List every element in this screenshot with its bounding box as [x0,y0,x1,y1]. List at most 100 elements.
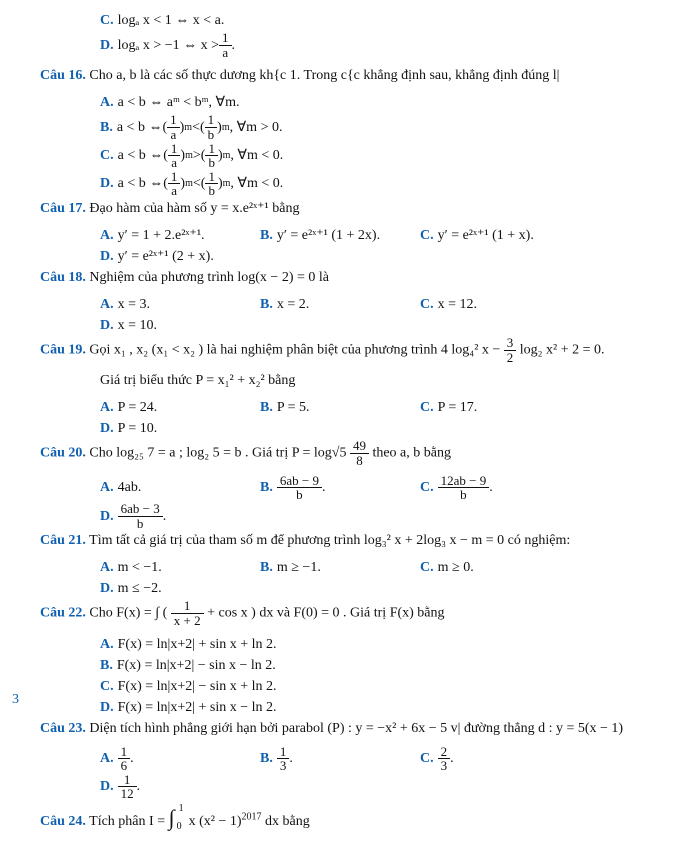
question-number: Câu 24. [40,814,86,829]
question-stem: Tìm tất cả giá trị của tham số m để phươ… [89,533,570,548]
q16-option-a: A. a < b ⇔ aᵐ < bᵐ, ∀m. [100,92,380,113]
stem-post: theo a, b bằng [372,446,451,461]
fraction: 1b [205,170,218,198]
q20-option-b: B. 6ab − 9b. [260,474,400,502]
question-stem: Đạo hàm của hàm số y = x.e²ˣ⁺¹ bằng [89,201,299,216]
q22-row2: C.F(x) = ln|x+2| − sin x + ln 2. D.F(x) … [100,676,680,718]
option-label: A. [100,92,114,113]
q17-options: A.y′ = 1 + 2.e²ˣ⁺¹. B.y′ = e²ˣ⁺¹ (1 + 2x… [100,225,680,267]
question-number: Câu 19. [40,342,86,357]
option-text: logₐ x > −1 ⇔ x > [118,35,219,56]
q19-options: A.P = 24. B.P = 5. C.P = 17. D.P = 10. [100,397,680,439]
q23-option-d: D. 112. [100,773,240,801]
question-number: Câu 18. [40,270,86,285]
q16-row2: C. a < b ⇔ (1a)m > (1b)m , ∀m < 0. D. a … [100,142,680,199]
q18: Câu 18. Nghiệm của phương trình log(x − … [40,267,680,288]
q16-option-c: C. a < b ⇔ (1a)m > (1b)m , ∀m < 0. [100,142,380,170]
q18-option-a: A.x = 3. [100,294,240,315]
question-number: Câu 17. [40,201,86,216]
fraction: 32 [504,336,517,364]
fraction: 12ab − 9b [438,474,490,502]
q19-option-a: A.P = 24. [100,397,240,418]
question-number: Câu 23. [40,721,86,736]
q21: Câu 21. Tìm tất cả giá trị của tham số m… [40,530,680,551]
q17-option-a: A.y′ = 1 + 2.e²ˣ⁺¹. [100,225,240,246]
stem-pre: Cho F(x) = ∫ ( [89,606,170,621]
fraction: 112 [118,773,137,801]
stem-pre: Cho log₂₅ 7 = a ; log₂ 5 = b . Giá trị P… [89,446,350,461]
question-number: Câu 21. [40,533,86,548]
fraction: 1a [168,142,181,170]
fraction: 1a [167,113,180,141]
q17-option-d: D.y′ = e²ˣ⁺¹ (2 + x). [100,246,240,267]
q22-option-b: B.F(x) = ln|x+2| − sin x − ln 2. [100,655,380,676]
option-label: B. [100,117,113,138]
q23-option-a: A. 16. [100,745,240,773]
q17-option-b: B.y′ = e²ˣ⁺¹ (1 + 2x). [260,225,400,246]
fraction: 6ab − 3b [118,502,163,530]
opt-pre: a < b ⇔ [117,117,163,138]
q21-option-b: B.m ≥ −1. [260,557,400,578]
q16-option-d: D. a < b ⇔ (1a)m < (1b)m , ∀m < 0. [100,170,380,198]
q21-option-c: C.m ≥ 0. [420,557,560,578]
q20-options: A.4ab. B. 6ab − 9b. C. 12ab − 9b. D. 6ab… [100,474,680,531]
option-text: a < b ⇔ aᵐ < bᵐ, ∀m. [118,92,240,113]
stem-post: log₂ x² + 2 = 0. [520,342,605,357]
q19-option-c: C.P = 17. [420,397,560,418]
fraction: 1a [168,170,181,198]
option-label: C. [100,145,114,166]
question-number: Câu 22. [40,606,86,621]
q21-options: A.m < −1. B.m ≥ −1. C.m ≥ 0. D.m ≤ −2. [100,557,680,599]
fraction: 13 [277,745,290,773]
fraction: 1x + 2 [171,599,204,627]
q19-option-b: B.P = 5. [260,397,400,418]
option-label: D. [100,173,114,194]
q23-options: A. 16. B. 13. C. 23. D. 112. [100,745,680,802]
q22-option-c: C.F(x) = ln|x+2| − sin x + ln 2. [100,676,380,697]
option-text: logₐ x < 1 ⇔ x < a. [118,10,225,31]
page-number: 3 [12,689,19,710]
q17-option-c: C.y′ = e²ˣ⁺¹ (1 + x). [420,225,560,246]
q23-option-b: B. 13. [260,745,400,773]
stem-pre: Gọi x₁ , x₂ (x₁ < x₂ ) là hai nghiệm phâ… [89,342,503,357]
q19-option-d: D.P = 10. [100,418,240,439]
q22: Câu 22. Cho F(x) = ∫ ( 1x + 2 + cos x ) … [40,599,680,627]
stem-pre: Tích phân I = [89,814,168,829]
fraction: 1b [205,142,218,170]
q20-option-d: D. 6ab − 3b. [100,502,240,530]
question-stem: Diện tích hình phẳng giới hạn bởi parabo… [89,721,623,736]
q19-line2: Giá trị biểu thức P = x₁² + x₂² bằng [100,370,680,391]
prev-option-c: C. logₐ x < 1 ⇔ x < a. [100,10,380,31]
question-number: Câu 20. [40,446,86,461]
q21-option-a: A.m < −1. [100,557,240,578]
fraction: 498 [350,439,369,467]
q18-options: A.x = 3. B.x = 2. C.x = 12. D.x = 10. [100,294,680,336]
fraction: 16 [118,745,131,773]
q19: Câu 19. Gọi x₁ , x₂ (x₁ < x₂ ) là hai ng… [40,336,680,364]
q23: Câu 23. Diện tích hình phẳng giới hạn bở… [40,718,680,739]
q16: Câu 16. Cho a, b là các số thực dương kh… [40,65,680,86]
q24: Câu 24. Tích phân I = ∫10 x (x² − 1)2017… [40,801,680,834]
q18-option-c: C.x = 12. [420,294,560,315]
q22-option-a: A.F(x) = ln|x+2| + sin x + ln 2. [100,634,380,655]
question-number: Câu 16. [40,68,86,83]
q20-option-c: C. 12ab − 9b. [420,474,560,502]
question-stem: Cho a, b là các số thực dương kh{c 1. Tr… [89,68,559,83]
q18-option-d: D.x = 10. [100,315,240,336]
q16-option-b: B. a < b ⇔ (1a)m < (1b)m , ∀m > 0. [100,113,380,141]
q18-option-b: B.x = 2. [260,294,400,315]
option-label: C. [100,10,114,31]
stem-mid: x (x² − 1) [185,814,241,829]
fraction: 23 [438,745,451,773]
q17: Câu 17. Đạo hàm của hàm số y = x.e²ˣ⁺¹ b… [40,198,680,219]
q20-option-a: A.4ab. [100,474,240,502]
prev-options-row: C. logₐ x < 1 ⇔ x < a. D. logₐ x > −1 ⇔ … [40,10,680,59]
integral-sign: ∫10 [169,805,175,830]
q20: Câu 20. Cho log₂₅ 7 = a ; log₂ 5 = b . G… [40,439,680,467]
q16-row1: A. a < b ⇔ aᵐ < bᵐ, ∀m. B. a < b ⇔ (1a)m… [100,92,680,141]
q22-row1: A.F(x) = ln|x+2| + sin x + ln 2. B.F(x) … [100,634,680,676]
option-suffix: . [232,35,236,56]
stem-post: dx bằng [265,814,310,829]
fraction: 1b [205,113,218,141]
q21-option-d: D.m ≤ −2. [100,578,240,599]
